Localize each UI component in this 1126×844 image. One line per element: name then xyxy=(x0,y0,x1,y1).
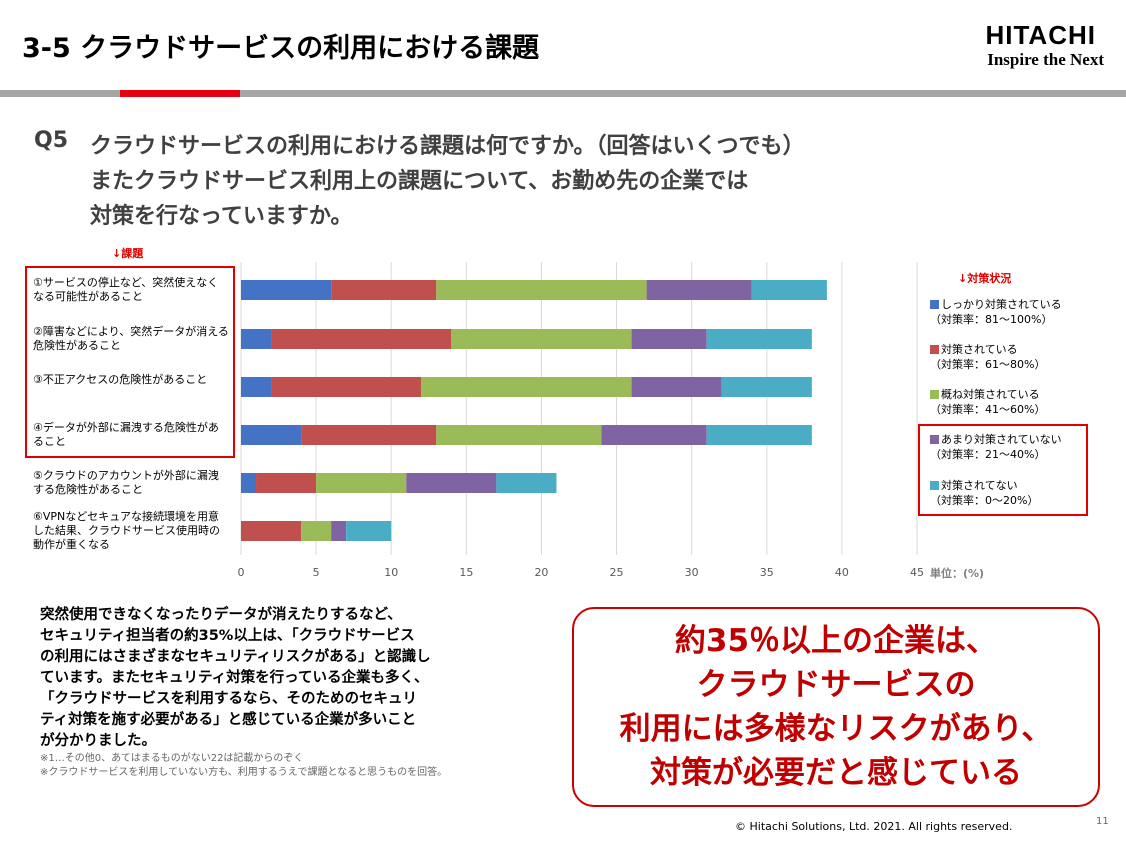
bar-segment xyxy=(301,425,437,445)
bar-segment xyxy=(496,473,557,493)
bar-segment xyxy=(646,280,752,300)
callout-line: 対策が必要だと感じている xyxy=(650,755,1022,791)
x-tick-label: 40 xyxy=(835,566,849,579)
summary-line: セキュリティ担当者の約35%以上は、「クラウドサービス xyxy=(40,628,415,644)
x-tick-label: 25 xyxy=(610,566,624,579)
callout-line: 約35％以上の企業は、 xyxy=(674,623,998,659)
legend-rate: （対策率：61～80%） xyxy=(930,358,1046,371)
legend-label: しっかり対策されている xyxy=(941,298,1062,311)
bar-segment xyxy=(241,473,257,493)
copyright: © Hitachi Solutions, Ltd. 2021. All righ… xyxy=(735,820,1013,833)
bar-segment xyxy=(751,280,827,300)
bar-segment xyxy=(316,473,407,493)
category-heading: ↓課題 xyxy=(112,247,144,260)
page-number: 11 xyxy=(1096,816,1109,827)
legend-swatch xyxy=(930,390,939,399)
bar-segment xyxy=(706,425,812,445)
bar-segment xyxy=(331,521,347,541)
callout-line: クラウドサービスの xyxy=(696,667,976,703)
legend-label: 対策されている xyxy=(941,343,1018,356)
legend-swatch xyxy=(930,300,939,309)
bar-segment xyxy=(631,377,722,397)
question-line: クラウドサービスの利用における課題は何ですか。（回答はいくつでも） xyxy=(90,134,805,159)
bar-segment xyxy=(631,329,707,349)
question-line: またクラウドサービス利用上の課題について、お勤め先の企業では xyxy=(90,169,749,194)
summary-line: が分かりました。 xyxy=(40,733,156,749)
category-label: ⑥VPNなどセキュアな接続環境を用意した結果、クラウドサービス使用時の動作が重く… xyxy=(33,510,220,551)
x-tick-label: 45 xyxy=(910,566,924,579)
bar-segment xyxy=(331,280,437,300)
unit-label: 単位：(%) xyxy=(930,567,985,580)
x-tick-label: 0 xyxy=(238,566,245,579)
x-tick-label: 10 xyxy=(384,566,398,579)
bar-segment xyxy=(436,425,602,445)
category-label: ②障害などにより、突然データが消える危険性があること xyxy=(33,325,229,352)
x-tick-label: 15 xyxy=(459,566,473,579)
logo: HITACHI xyxy=(985,20,1096,50)
category-label: ①サービスの停止など、突然使えなくなる可能性があること xyxy=(33,276,219,303)
bar-segment xyxy=(451,329,632,349)
category-label: ③不正アクセスの危険性があること xyxy=(33,373,208,386)
legend-label: あまり対策されていない xyxy=(941,433,1062,446)
bar-segment xyxy=(436,280,647,300)
legend-rate: （対策率：0～20%） xyxy=(930,494,1039,507)
highlight-box xyxy=(918,424,1088,516)
question-line: 対策を行なっていますか。 xyxy=(90,204,353,229)
callout: 約35％以上の企業は、 クラウドサービスの利用には多様なリスクがあり、 対策が必要だ… xyxy=(572,607,1100,807)
bar-segment xyxy=(706,329,812,349)
summary-line: ています。またセキュリティ対策を行っている企業も多く、 xyxy=(40,670,429,686)
bar-segment xyxy=(241,377,272,397)
category-label: ④データが外部に漏洩する危険性があること xyxy=(33,421,219,448)
bar-segment xyxy=(241,425,302,445)
bar-segment xyxy=(241,280,332,300)
highlight-box xyxy=(25,266,235,458)
legend-swatch xyxy=(930,435,939,444)
bar-segment xyxy=(241,521,302,541)
bar-segment xyxy=(421,377,632,397)
summary-line: の利用にはさまざまなセキュリティリスクがある」と認識し xyxy=(40,649,431,665)
legend-rate: （対策率：81～100%） xyxy=(930,313,1053,326)
x-tick-label: 30 xyxy=(685,566,699,579)
summary: 突然使用できなくなったりデータが消えたりするなど、 セキュリティ担当者の約35%以… xyxy=(40,605,447,780)
x-tick-label: 5 xyxy=(313,566,320,579)
x-tick-label: 20 xyxy=(534,566,548,579)
bar-segment xyxy=(601,425,707,445)
x-tick-label: 35 xyxy=(760,566,774,579)
footnote: ※1…その他0、あてはまるものがない22は記載からのぞく xyxy=(40,753,304,764)
bar-segment xyxy=(721,377,812,397)
question-number: Q5 xyxy=(34,128,69,153)
bar-segment xyxy=(301,521,332,541)
bar-segment xyxy=(271,329,452,349)
legend-swatch xyxy=(930,481,939,490)
chart: 0 5 10 15 20 25 30 35 40 45 xyxy=(238,262,924,579)
header-accent xyxy=(120,90,240,97)
callout-line: 利用には多様なリスクがあり、 xyxy=(619,711,1053,747)
slide-title: 3-5 クラウドサービスの利用における課題 xyxy=(22,33,540,64)
legend-label: 対策されてない xyxy=(941,479,1018,492)
summary-line: 「クラウドサービスを利用するなら、そのためのセキュリ xyxy=(40,691,417,707)
bar-segment xyxy=(346,521,392,541)
legend-rate: （対策率：21～40%） xyxy=(930,448,1046,461)
legend-rate: （対策率：41～60%） xyxy=(930,403,1046,416)
bar-segment xyxy=(406,473,497,493)
bar-segment xyxy=(271,377,422,397)
bar-segment xyxy=(256,473,317,493)
category-label: ⑤クラウドのアカウントが外部に漏洩する危険性があること xyxy=(33,469,219,496)
summary-line: ティ対策を施す必要がある」と感じている企業が多いこと xyxy=(40,712,417,728)
header-rule xyxy=(0,90,1126,97)
legend-swatch xyxy=(930,345,939,354)
legend-label: 概ね対策されている xyxy=(941,388,1040,401)
footnote: ※クラウドサービスを利用していない方も、利用するうえで課題となると思うものを回答… xyxy=(40,767,448,778)
bar-segment xyxy=(241,329,272,349)
summary-line: 突然使用できなくなったりデータが消えたりするなど、 xyxy=(40,607,402,623)
legend-heading: ↓対策状況 xyxy=(958,272,1012,285)
tagline: Inspire the Next xyxy=(987,50,1104,69)
